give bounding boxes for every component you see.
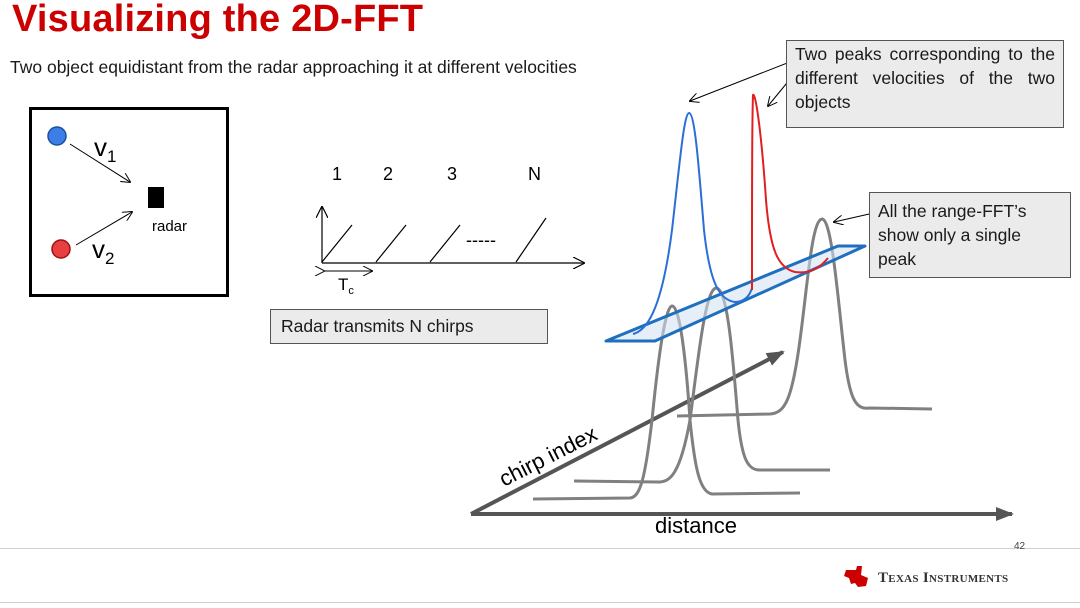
chirp-label-2: 2 (383, 164, 393, 184)
range-slice-plane (604, 244, 867, 343)
tc-label: Tc (338, 275, 354, 297)
callout-velocity-peaks: Two peaks corresponding to the different… (786, 40, 1064, 128)
page-title: Visualizing the 2D-FFT (12, 0, 424, 40)
brand-name: Texas Instruments (878, 570, 1009, 586)
radar-label: radar (152, 218, 187, 235)
scene-box (29, 107, 229, 297)
distance-label: distance (655, 513, 737, 538)
range-fft-trace-2 (573, 286, 830, 484)
chirp-dashes: ----- (466, 230, 496, 250)
range-fft-trace-1 (532, 304, 801, 501)
footer-bar (0, 548, 1080, 603)
chirp-label-1: 1 (332, 164, 342, 184)
red-velocity-peak (751, 93, 829, 290)
object-2-dot (51, 239, 71, 259)
object-1-dot (47, 126, 67, 146)
page-number: 42 (1014, 541, 1026, 552)
chirp-index-axis (470, 350, 785, 516)
v2-label: v2 (92, 234, 114, 268)
callout-pointer-blue (690, 57, 801, 101)
chirp-label-n: N (528, 164, 541, 184)
ti-logo-icon (844, 566, 868, 587)
blue-velocity-peak (632, 111, 753, 335)
callout-range-fft: All the range-FFT’s show only a single p… (869, 192, 1071, 278)
object-1-arrow (69, 143, 130, 182)
chirp-ramp-n (515, 217, 547, 263)
chirp-ramp-1 (321, 224, 353, 263)
chirp-ramp-2 (375, 224, 407, 263)
radar-block (148, 187, 164, 208)
object-2-arrow (75, 212, 132, 246)
chirp-label-3: 3 (447, 164, 457, 184)
radar-transmits-box: Radar transmits N chirps (270, 309, 548, 344)
range-fft-trace-3 (676, 217, 933, 418)
chirp-ramp-3 (429, 224, 461, 263)
v1-label: v1 (94, 132, 116, 166)
subtitle: Two object equidistant from the radar ap… (10, 57, 577, 77)
